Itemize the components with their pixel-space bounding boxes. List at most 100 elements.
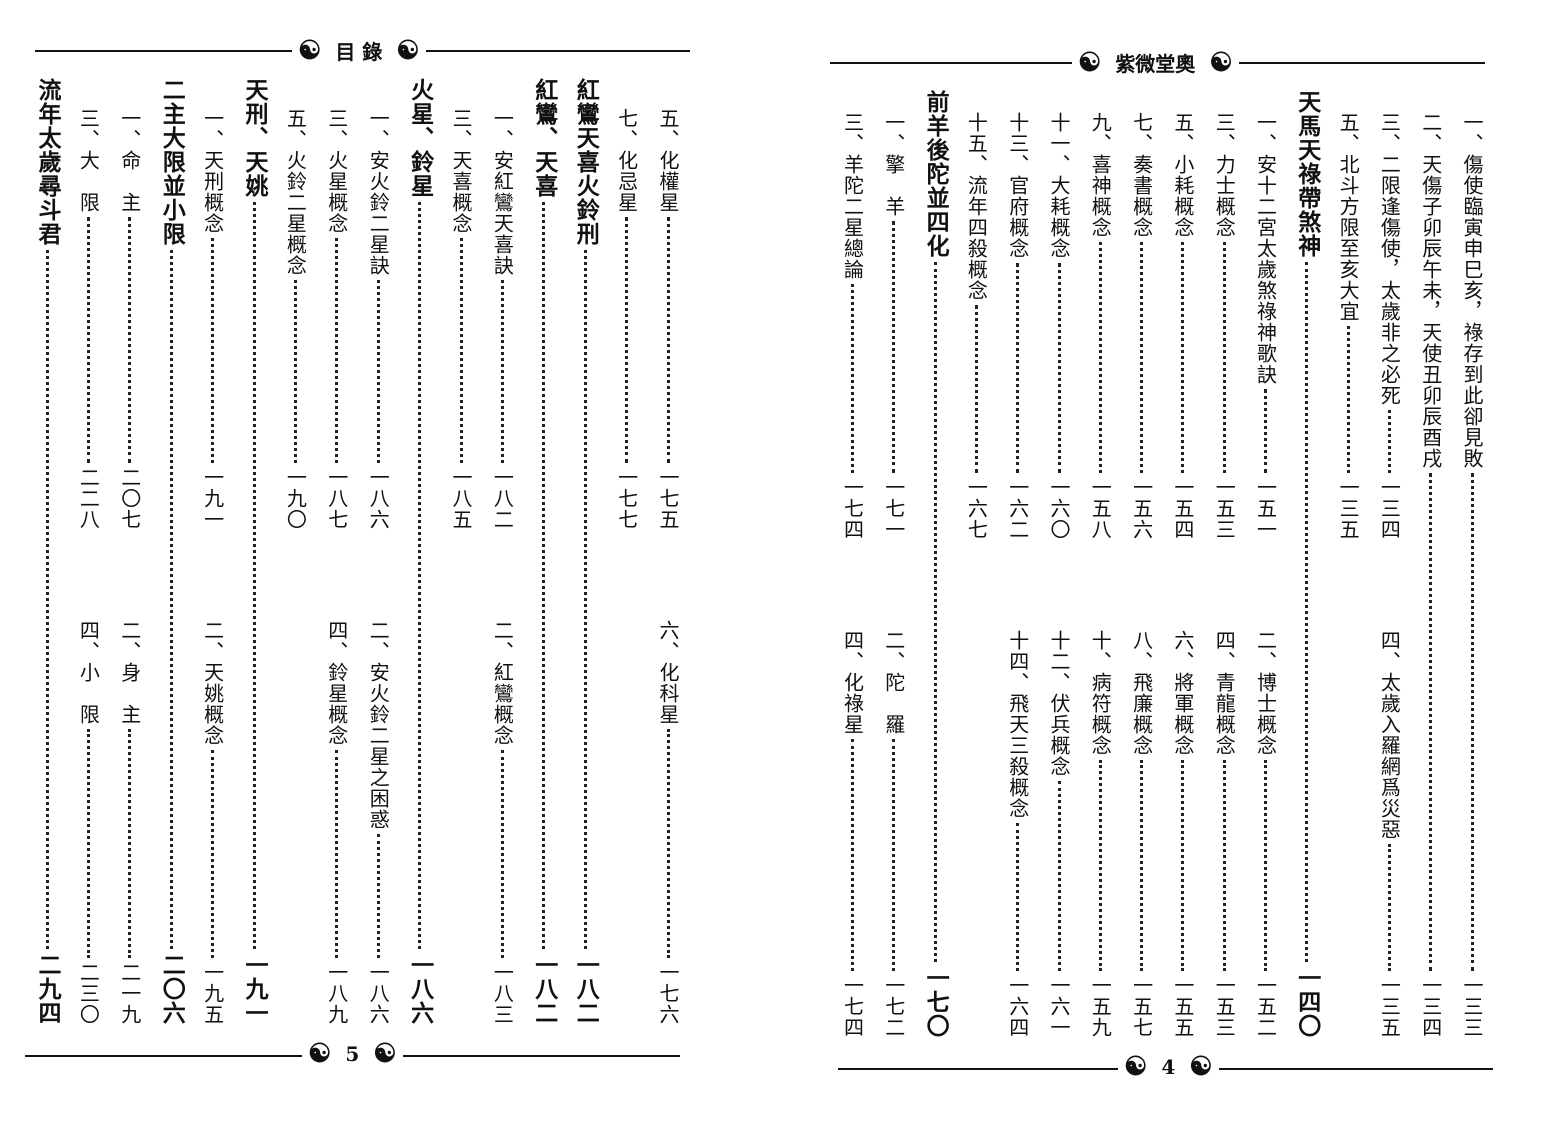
toc-entry[interactable]: 五、火鈴二星概念 一九〇 [275,108,315,530]
entry-title: 九、喜神概念 [1088,112,1113,238]
entry-page-number: 一三五 [1336,477,1361,540]
toc-entry[interactable]: 五、北斗方限至亥大宜 一三五 [1328,112,1368,540]
toc-entry[interactable]: 七、化忌星 一七七 [607,108,647,530]
entry-title: 二、天傷子卯辰午未，天使丑卯辰酉戌 [1418,112,1443,469]
dot-leader [1098,760,1102,971]
toc-entry[interactable]: 四、太歲入羅網爲災惡 一三五 [1369,630,1409,1038]
entry-title: 火星、鈴星 [406,78,434,198]
entry-page-number: 二九四 [34,953,61,1025]
entry-title: 七、化忌星 [614,108,639,213]
dot-leader [418,202,422,949]
entry-page-number: 一八六 [366,962,391,1025]
toc-section-heading[interactable]: 流年太歲尋斗君 二九四 [27,78,67,1025]
toc-entry[interactable]: 二、天姚概念 一九五 [193,620,233,1025]
entry-page-number: 一八五 [449,467,473,530]
toc-entry[interactable]: 二、博士概念 一五二 [1246,630,1286,1038]
toc-section-heading[interactable]: 天刑、天姚 一九一 [234,78,274,1025]
dot-leader [376,834,380,958]
toc-entry[interactable]: 一、安十二宮太歲煞祿神歌訣 一五一 [1246,112,1286,540]
toc-section-heading[interactable]: 二主大限並小限 二〇六 [151,78,191,1025]
yin-yang-icon: ☯ [396,35,420,66]
toc-section-heading[interactable]: 紅鸞、天喜 一八二 [524,78,564,1025]
toc-section-heading[interactable]: 火星、鈴星 一八六 [400,78,440,1025]
entry-page-number: 一八九 [324,962,349,1025]
toc-entry[interactable]: 四、鈴星概念 一八九 [317,620,357,1025]
entry-title: 一、天刑概念 [200,108,225,234]
entry-title: 十一、大耗概念 [1047,112,1071,259]
toc-entry[interactable]: 二、安火鈴二星之困惑 一八六 [358,620,398,1025]
toc-entry[interactable]: 一、天刑概念 一九一 [193,108,233,530]
entry-title: 四、小 限 [76,620,101,725]
entry-title: 四、鈴星概念 [324,620,349,746]
page-header: ☯ 紫微堂奧 ☯ [1072,48,1239,77]
toc-entry[interactable]: 十、病符概念 一五九 [1080,630,1120,1038]
entry-title: 五、火鈴二星概念 [283,108,308,276]
toc-entry[interactable]: 三、二限逢傷使，太歲非之必死 一三四 [1369,112,1409,540]
toc-entry[interactable]: 十三、官府概念 一六二 [998,112,1038,540]
dot-leader [892,739,896,971]
entry-title: 三、力士概念 [1212,112,1237,238]
dot-leader [1387,410,1391,473]
entry-title: 一、擎 羊 [881,112,906,217]
dot-leader [211,750,215,958]
toc-entry[interactable]: 一、命 主二〇七 [110,108,150,530]
entry-page-number: 一八三 [490,962,515,1025]
entry-page-number: 一七七 [614,467,639,530]
toc-entry[interactable]: 三、力士概念 一五三 [1204,112,1244,540]
toc-entry[interactable]: 三、天喜概念 一八五 [441,108,481,530]
toc-entry[interactable]: 四、青龍概念 一五三 [1204,630,1244,1038]
entry-page-number: 一八七 [324,467,349,530]
toc-entry[interactable]: 一、安紅鸞天喜訣 一八二 [482,108,522,530]
entry-page-number: 一九五 [200,962,225,1025]
toc-entry[interactable]: 二、身 主二一九 [110,620,150,1025]
toc-entry[interactable]: 二、紅鸞概念 一八三 [482,620,522,1025]
toc-section-heading[interactable]: 前羊後陀並四化 一七〇 [915,90,955,1038]
entry-title: 六、化科星 [656,620,680,725]
entry-title: 三、火星概念 [324,108,349,234]
toc-entry[interactable]: 一、傷使臨寅申巳亥，祿存到此卻見敗 一三三 [1452,112,1492,1038]
toc-entry[interactable]: 十四、飛天三殺概念 一六四 [998,630,1038,1038]
toc-entry[interactable]: 七、奏書概念 一五六 [1122,112,1162,540]
toc-entry[interactable]: 二、陀 羅一七二 [874,630,914,1038]
page-header: ☯ 目 錄 ☯ [292,36,426,65]
toc-entry[interactable]: 一、安火鈴二星訣 一八六 [358,108,398,530]
toc-entry[interactable]: 九、喜神概念 一五八 [1080,112,1120,540]
yin-yang-icon: ☯ [1189,1052,1213,1082]
toc-entry[interactable]: 三、大 限二二八 [68,108,108,530]
toc-entry[interactable]: 二、天傷子卯辰午未，天使丑卯辰酉戌 一三四 [1411,112,1451,1038]
toc-entry[interactable]: 一、擎 羊一七一 [874,112,914,540]
entry-title: 二主大限並小限 [158,78,186,246]
dot-leader [293,280,297,463]
toc-entry[interactable]: 十一、大耗概念 一六〇 [1039,112,1079,540]
toc-entry[interactable]: 五、小耗概念 一五四 [1163,112,1203,540]
entry-page-number: 一三五 [1377,975,1402,1038]
dot-leader [86,217,90,463]
toc-entry[interactable]: 六、將軍概念 一五五 [1163,630,1203,1038]
toc-entry[interactable]: 十五、流年四殺概念 一六七 [956,112,996,540]
dot-leader [1098,242,1102,473]
dot-leader [252,202,256,949]
entry-page-number: 一八二 [530,953,558,1025]
toc-entry[interactable]: 四、小 限二三〇 [68,620,108,1025]
toc-entry[interactable]: 三、羊陀二星總論 一七四 [833,112,873,540]
entry-title: 天馬天祿帶煞神 [1293,90,1321,258]
toc-entry[interactable]: 四、化祿星 一七四 [833,630,873,1038]
dot-leader [542,202,546,949]
entry-title: 五、化權星 [656,108,680,213]
dot-leader [86,729,90,958]
toc-section-heading[interactable]: 天馬天祿帶煞神 一四〇 [1287,90,1327,1038]
toc-entry[interactable]: 三、火星概念 一八七 [317,108,357,530]
toc-entry[interactable]: 五、化權星 一七五 [648,108,688,530]
toc-entry[interactable]: 十二、伏兵概念 一六一 [1039,630,1079,1038]
toc-section-heading[interactable]: 紅鸞天喜火鈴刑 一八二 [565,78,605,1025]
page-number: 5 [345,1042,360,1066]
entry-title: 十四、飛天三殺概念 [1005,630,1030,819]
toc-entry[interactable]: 六、化科星 一七六 [648,620,688,1025]
toc-entry[interactable]: 八、飛廉概念 一五七 [1122,630,1162,1038]
entry-page-number: 一五七 [1129,975,1154,1038]
entry-title: 一、安十二宮太歲煞祿神歌訣 [1253,112,1278,385]
page-number: 4 [1161,1055,1176,1079]
entry-page-number: 一九一 [200,467,225,530]
dot-leader [45,250,49,949]
entry-page-number: 一五五 [1170,975,1195,1038]
